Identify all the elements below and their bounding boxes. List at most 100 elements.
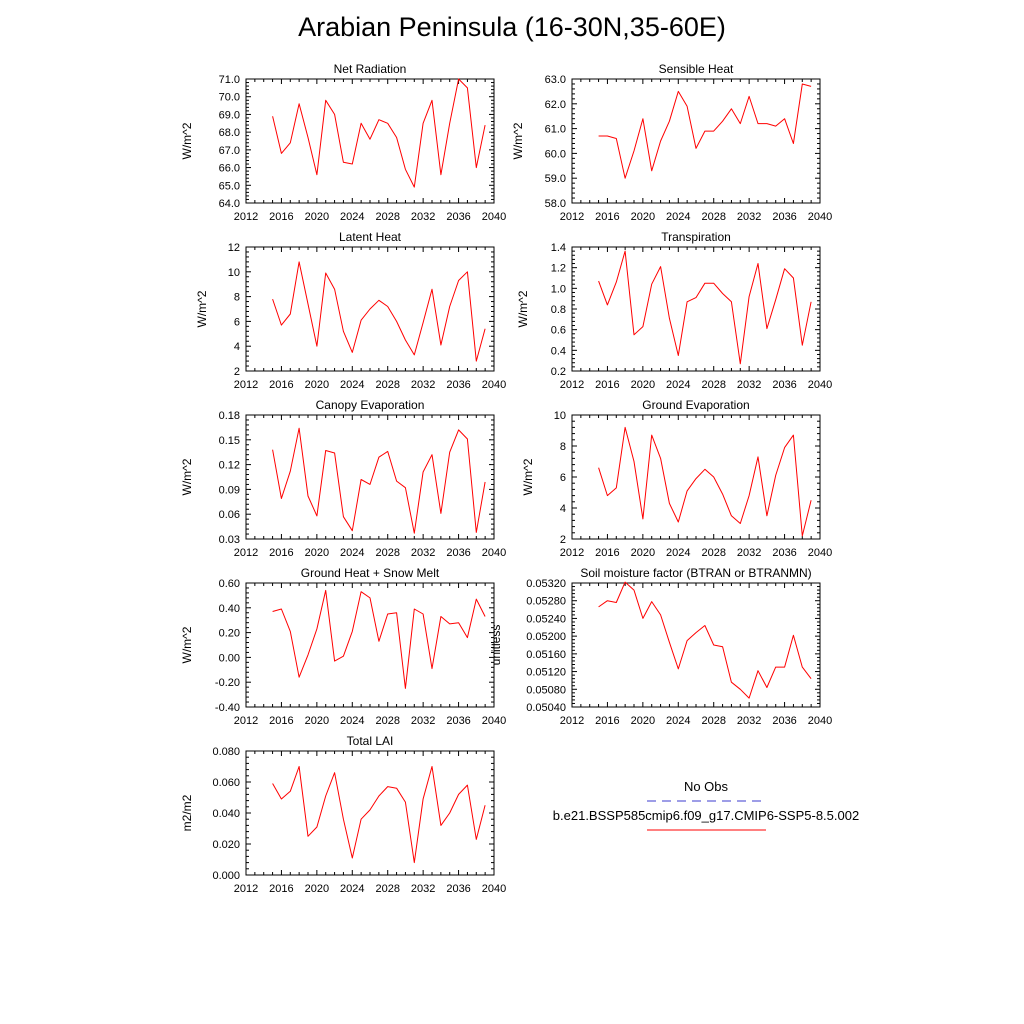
x-tick-label: 2024 [340, 883, 364, 895]
y-tick-label: 66.0 [219, 163, 240, 175]
y-tick-label: 0.05200 [526, 631, 566, 643]
x-tick-label: 2020 [305, 883, 329, 895]
x-tick-label: 2040 [808, 211, 832, 223]
panel-soil-moisture-factor-btran-or-btranmn: 2012 2016 2020 2024 2028 2032 2036 2040 0.05040 0… [489, 566, 832, 727]
y-axis-label: W/m^2 [195, 290, 209, 327]
y-tick-label: 0.05040 [526, 702, 566, 714]
y-tick-label: 58.0 [545, 198, 566, 210]
panel-title: Total LAI [347, 734, 394, 748]
x-tick-label: 2020 [305, 547, 329, 559]
x-tick-label: 2016 [269, 883, 293, 895]
plot-frame [245, 582, 495, 708]
x-tick-label: 2012 [234, 547, 258, 559]
figure-title: Arabian Peninsula (16-30N,35-60E) [298, 12, 726, 42]
x-tick-label: 2028 [375, 715, 399, 727]
y-tick-label: 63.0 [545, 74, 566, 86]
legend-label-no-obs: No Obs [684, 779, 729, 794]
y-tick-label: 8 [560, 441, 566, 453]
series-line-ground-heat-snow-melt [272, 589, 486, 689]
x-tick-label: 2036 [772, 547, 796, 559]
y-tick-label: 0.080 [212, 746, 240, 758]
y-tick-label: 10 [554, 410, 566, 422]
x-tick-label: 2024 [340, 379, 364, 391]
panel-sensible-heat: 2012 2016 2020 2024 2028 2032 2036 2040 58.0 59.0… [511, 62, 832, 223]
x-tick-label: 2032 [411, 211, 435, 223]
y-tick-label: 0.09 [219, 484, 240, 496]
panel-ground-evaporation: 2012 2016 2020 2024 2028 2032 2036 2040 2 4 6 8 10 Gr… [521, 398, 832, 559]
y-tick-label: 67.0 [219, 145, 240, 157]
x-tick-label: 2016 [595, 211, 619, 223]
y-tick-label: 0.20 [219, 628, 240, 640]
y-tick-label: 60.0 [545, 148, 566, 160]
x-tick-label: 2036 [446, 883, 470, 895]
x-tick-label: 2024 [666, 211, 690, 223]
y-tick-label: 0.05120 [526, 667, 566, 679]
x-tick-label: 2016 [269, 379, 293, 391]
x-tick-label: 2024 [340, 715, 364, 727]
x-tick-label: 2032 [411, 379, 435, 391]
y-tick-label: 4 [234, 341, 240, 353]
x-tick-label: 2020 [631, 379, 655, 391]
x-tick-label: 2036 [446, 715, 470, 727]
x-tick-label: 2016 [595, 715, 619, 727]
y-tick-label: 2 [560, 534, 566, 546]
y-tick-label: 59.0 [545, 173, 566, 185]
x-tick-label: 2012 [560, 211, 584, 223]
panel-title: Ground Evaporation [642, 398, 749, 412]
y-axis-label: m2/m2 [180, 794, 194, 831]
panel-title: Canopy Evaporation [316, 398, 425, 412]
x-tick-label: 2016 [269, 547, 293, 559]
x-tick-label: 2024 [666, 379, 690, 391]
x-tick-label: 2012 [234, 715, 258, 727]
x-tick-label: 2036 [772, 715, 796, 727]
legend-label-model-run: b.e21.BSSP585cmip6.f09_g17.CMIP6-SSP5-8.… [553, 808, 859, 823]
y-tick-label: 0.18 [219, 410, 240, 422]
y-tick-label: 1.2 [551, 263, 566, 275]
y-tick-label: 71.0 [219, 74, 240, 86]
panel-latent-heat: 2012 2016 2020 2024 2028 2032 2036 2040 2 4 6 8 10 12… [195, 230, 506, 391]
y-tick-label: 0.000 [212, 870, 240, 882]
x-tick-label: 2036 [446, 547, 470, 559]
y-tick-label: 0.020 [212, 839, 240, 851]
y-axis-label: W/m^2 [511, 122, 525, 159]
y-tick-label: 0.05080 [526, 684, 566, 696]
panel-transpiration: 2012 2016 2020 2024 2028 2032 2036 2040 0.2 0.4 0.… [516, 230, 832, 391]
series-line-canopy-evaporation [272, 427, 486, 534]
y-tick-label: 6 [560, 472, 566, 484]
panel-title: Latent Heat [339, 230, 402, 244]
series-line-soil-moisture-factor-btran-or-btranmn [598, 581, 812, 699]
x-tick-label: 2040 [808, 715, 832, 727]
y-tick-label: 12 [228, 242, 240, 254]
x-tick-label: 2028 [375, 547, 399, 559]
x-tick-label: 2024 [666, 547, 690, 559]
y-tick-label: 61.0 [545, 124, 566, 136]
x-tick-label: 2016 [269, 715, 293, 727]
y-tick-label: 0.05160 [526, 649, 566, 661]
y-tick-label: 10 [228, 267, 240, 279]
y-tick-label: 0.40 [219, 603, 240, 615]
plot-frame [571, 414, 821, 540]
x-tick-label: 2024 [340, 211, 364, 223]
plot-frame [571, 78, 821, 204]
x-tick-label: 2024 [340, 547, 364, 559]
plot-frame [245, 750, 495, 876]
x-tick-label: 2012 [234, 379, 258, 391]
y-axis-label: W/m^2 [180, 458, 194, 495]
x-tick-label: 2032 [411, 547, 435, 559]
x-tick-label: 2012 [560, 547, 584, 559]
x-tick-label: 2032 [411, 715, 435, 727]
y-tick-label: 0.05320 [526, 578, 566, 590]
x-tick-label: 2020 [305, 379, 329, 391]
series-line-total-lai [272, 766, 486, 864]
y-tick-label: 0.60 [219, 578, 240, 590]
x-tick-label: 2028 [701, 715, 725, 727]
x-tick-label: 2028 [375, 211, 399, 223]
x-tick-label: 2028 [375, 379, 399, 391]
y-axis-label: W/m^2 [521, 458, 535, 495]
y-tick-label: 4 [560, 503, 566, 515]
y-axis-label: W/m^2 [516, 290, 530, 327]
x-tick-label: 2012 [560, 379, 584, 391]
x-tick-label: 2016 [269, 211, 293, 223]
panel-canopy-evaporation: 2012 2016 2020 2024 2028 2032 2036 2040 0.03 0.06… [180, 398, 506, 559]
x-tick-label: 2036 [446, 379, 470, 391]
